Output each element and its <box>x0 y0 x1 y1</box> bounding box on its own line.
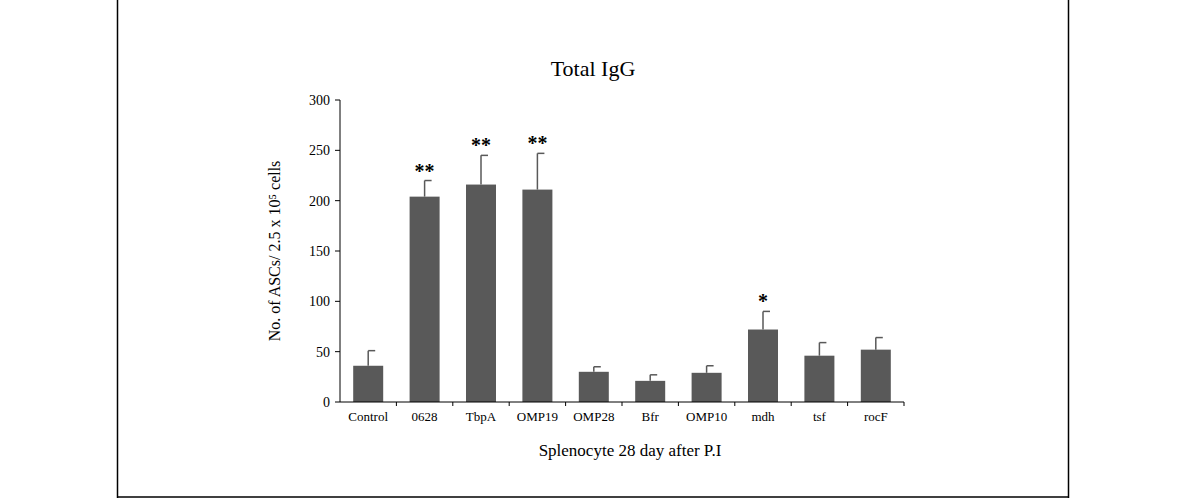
bar <box>522 190 552 402</box>
error-bar <box>594 367 601 372</box>
error-cap <box>707 365 714 367</box>
x-tick <box>847 402 848 406</box>
error-stem <box>480 155 482 184</box>
error-stem <box>537 153 539 189</box>
significance-marker: * <box>758 290 768 312</box>
chart-root: Total IgG*******050100150200250300Contro… <box>0 0 1190 498</box>
significance-marker: ** <box>527 132 547 154</box>
error-cap <box>876 337 883 339</box>
error-bar <box>763 311 770 329</box>
error-stem <box>762 311 764 329</box>
x-tick-label: OMP19 <box>517 409 558 424</box>
bar <box>861 350 891 402</box>
bar <box>692 373 722 402</box>
error-stem <box>819 343 821 356</box>
x-tick-label: Control <box>348 409 388 424</box>
x-tick <box>678 402 679 406</box>
error-bar <box>819 343 826 356</box>
y-axis-label: No. of ASCs/ 2.5 x 10⁵ cells <box>266 161 283 342</box>
x-tick <box>904 402 905 406</box>
bars <box>353 153 891 402</box>
x-tick-label: rocF <box>864 409 888 424</box>
x-tick <box>396 402 397 406</box>
x-tick <box>791 402 792 406</box>
error-bar <box>876 338 883 350</box>
y-tick <box>335 100 340 101</box>
chart-title: Total IgG <box>551 56 636 81</box>
y-tick-label: 200 <box>309 194 330 209</box>
error-stem <box>706 366 708 373</box>
error-bar <box>707 366 714 373</box>
y-tick-label: 150 <box>309 244 330 259</box>
x-tick <box>622 402 623 406</box>
x-tick <box>734 402 735 406</box>
bar <box>804 356 834 402</box>
y-tick <box>335 150 340 151</box>
chart-svg: Total IgG*******050100150200250300Contro… <box>0 0 1190 498</box>
x-tick-label: 0628 <box>412 409 438 424</box>
y-tick <box>335 200 340 201</box>
x-tick-label: tsf <box>813 409 827 424</box>
y-tick <box>335 402 340 403</box>
y-tick <box>335 301 340 302</box>
x-tick <box>509 402 510 406</box>
x-tick-label: TbpA <box>466 409 497 424</box>
error-cap <box>594 366 601 368</box>
error-stem <box>649 375 651 381</box>
bar <box>466 185 496 402</box>
y-tick <box>335 351 340 352</box>
bar <box>410 197 440 402</box>
page-frame <box>117 0 119 498</box>
x-tick <box>452 402 453 406</box>
significance-marker: ** <box>415 160 435 182</box>
y-tick-label: 50 <box>316 345 330 360</box>
y-tick <box>335 251 340 252</box>
x-axis-label: Splenocyte 28 day after P.I <box>539 441 722 460</box>
error-bar <box>537 153 544 189</box>
bar <box>748 330 778 402</box>
error-stem <box>424 181 426 197</box>
error-cap <box>368 350 375 352</box>
bar <box>353 366 383 402</box>
y-tick-label: 250 <box>309 143 330 158</box>
error-bar <box>425 181 432 197</box>
error-bar <box>650 375 657 381</box>
error-stem <box>367 351 369 366</box>
y-tick-label: 0 <box>323 395 330 410</box>
error-stem <box>593 367 595 372</box>
y-tick-label: 300 <box>309 93 330 108</box>
error-bar <box>481 155 488 184</box>
x-tick-label: OMP28 <box>573 409 614 424</box>
y-tick-label: 100 <box>309 294 330 309</box>
significance-marker: ** <box>471 134 491 156</box>
x-tick-label: Bfr <box>642 409 660 424</box>
page-frame <box>1068 0 1070 498</box>
x-tick-label: mdh <box>751 409 775 424</box>
x-tick <box>565 402 566 406</box>
x-tick-label: OMP10 <box>686 409 727 424</box>
error-bar <box>368 351 375 366</box>
bar <box>579 372 609 402</box>
error-cap <box>650 374 657 376</box>
bar <box>635 381 665 402</box>
error-cap <box>819 342 826 344</box>
page-frame <box>118 496 1069 498</box>
error-stem <box>875 338 877 350</box>
